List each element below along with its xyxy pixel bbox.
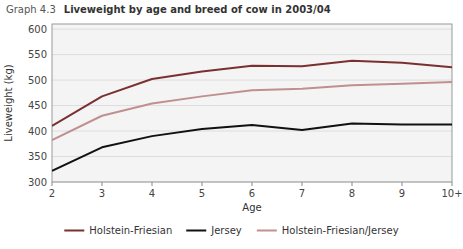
x-tick: [302, 182, 303, 186]
grid-line: [52, 80, 452, 81]
plot-frame: [52, 24, 452, 182]
x-tick-label: 8: [349, 188, 355, 199]
legend-label: Holstein-Friesian/Jersey: [282, 225, 399, 236]
x-tick: [402, 182, 403, 186]
x-tick-label: 7: [299, 188, 305, 199]
x-tick-label: 3: [99, 188, 105, 199]
x-tick: [102, 182, 103, 186]
grid-line: [52, 54, 452, 55]
chart: Graph 4.3 Liveweight by age and breed of …: [0, 0, 463, 249]
x-tick-label: 9: [399, 188, 405, 199]
legend-swatch: [186, 230, 206, 232]
x-tick: [352, 182, 353, 186]
y-tick-label: 550: [28, 49, 47, 60]
y-tick-label: 300: [28, 177, 47, 188]
plot-area: [52, 24, 452, 182]
y-tick-label: 500: [28, 75, 47, 86]
x-axis-label: Age: [242, 202, 261, 213]
grid-line: [52, 105, 452, 106]
y-tick-label: 600: [28, 24, 47, 35]
series-line: [52, 61, 452, 126]
x-tick-label: 10+: [441, 188, 462, 199]
series-line: [52, 82, 452, 140]
x-tick-label: 6: [249, 188, 255, 199]
legend: Holstein-Friesian Jersey Holstein-Friesian…: [64, 225, 398, 236]
legend-item: Holstein-Friesian/Jersey: [257, 225, 399, 236]
x-tick: [152, 182, 153, 186]
legend-swatch: [257, 230, 277, 232]
y-tick-label: 400: [28, 126, 47, 137]
x-tick-label: 4: [149, 188, 155, 199]
x-tick-label: 5: [199, 188, 205, 199]
legend-swatch: [64, 230, 84, 232]
x-tick: [202, 182, 203, 186]
x-tick: [52, 182, 53, 186]
series-group: [52, 61, 452, 171]
legend-item: Holstein-Friesian: [64, 225, 172, 236]
series-line: [52, 123, 452, 170]
x-tick: [452, 182, 453, 186]
legend-label: Holstein-Friesian: [89, 225, 172, 236]
grid-line: [52, 156, 452, 157]
legend-item: Jersey: [186, 225, 242, 236]
legend-label: Jersey: [210, 225, 242, 236]
grid-line: [52, 131, 452, 132]
x-tick-label: 2: [49, 188, 55, 199]
y-tick-label: 450: [28, 100, 47, 111]
y-axis-label: Liveweight (kg): [3, 64, 14, 141]
title: Liveweight by age and breed of cow in 20…: [64, 4, 331, 15]
y-tick-label: 350: [28, 151, 47, 162]
x-tick: [252, 182, 253, 186]
grid-line: [52, 29, 452, 30]
annotation: Graph 4.3: [6, 4, 56, 15]
